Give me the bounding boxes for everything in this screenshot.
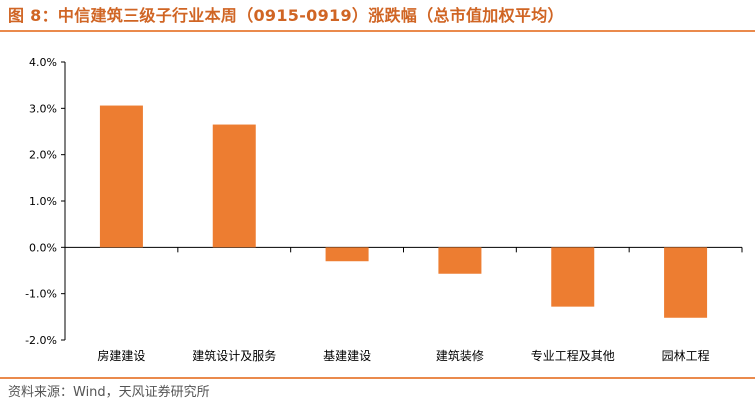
chart-bars xyxy=(99,105,708,318)
y-tick-label: 0.0% xyxy=(29,241,57,254)
y-tick-label: -2.0% xyxy=(25,334,57,347)
x-category-label: 建筑设计及服务 xyxy=(192,348,276,363)
bar-6 xyxy=(664,247,708,318)
chart-axes xyxy=(61,61,743,341)
x-category-label: 专业工程及其他 xyxy=(531,348,615,363)
y-tick-label: 4.0% xyxy=(29,56,57,69)
x-category-label: 园林工程 xyxy=(662,348,710,363)
bar-chart: -2.0% -1.0% 0.0% 1.0% 2.0% 3.0% 4.0% 房建建设 建筑设计及服… xyxy=(25,56,743,363)
x-category-label: 房建建设 xyxy=(97,348,145,363)
source-note: 资料来源：Wind，天风证券研究所 xyxy=(8,385,210,400)
bar-1 xyxy=(99,105,143,248)
footer-divider xyxy=(0,377,755,379)
title-divider xyxy=(0,30,755,32)
y-tick-label: 3.0% xyxy=(29,102,57,115)
y-tick-label: 2.0% xyxy=(29,149,57,162)
chart-title: 图 8：中信建筑三级子行业本周（0915-0919）涨跌幅（总市值加权平均） xyxy=(8,6,564,25)
y-tick-label: 1.0% xyxy=(29,195,57,208)
y-tick-label: -1.0% xyxy=(25,288,57,301)
x-category-label: 建筑装修 xyxy=(436,348,484,363)
bar-4 xyxy=(438,247,482,274)
bar-2 xyxy=(212,124,256,248)
x-category-label: 基建建设 xyxy=(323,349,371,363)
chart-labels: -2.0% -1.0% 0.0% 1.0% 2.0% 3.0% 4.0% 房建建设 建筑设计及服… xyxy=(25,56,710,363)
bar-5 xyxy=(551,247,595,307)
bar-3 xyxy=(325,247,369,262)
